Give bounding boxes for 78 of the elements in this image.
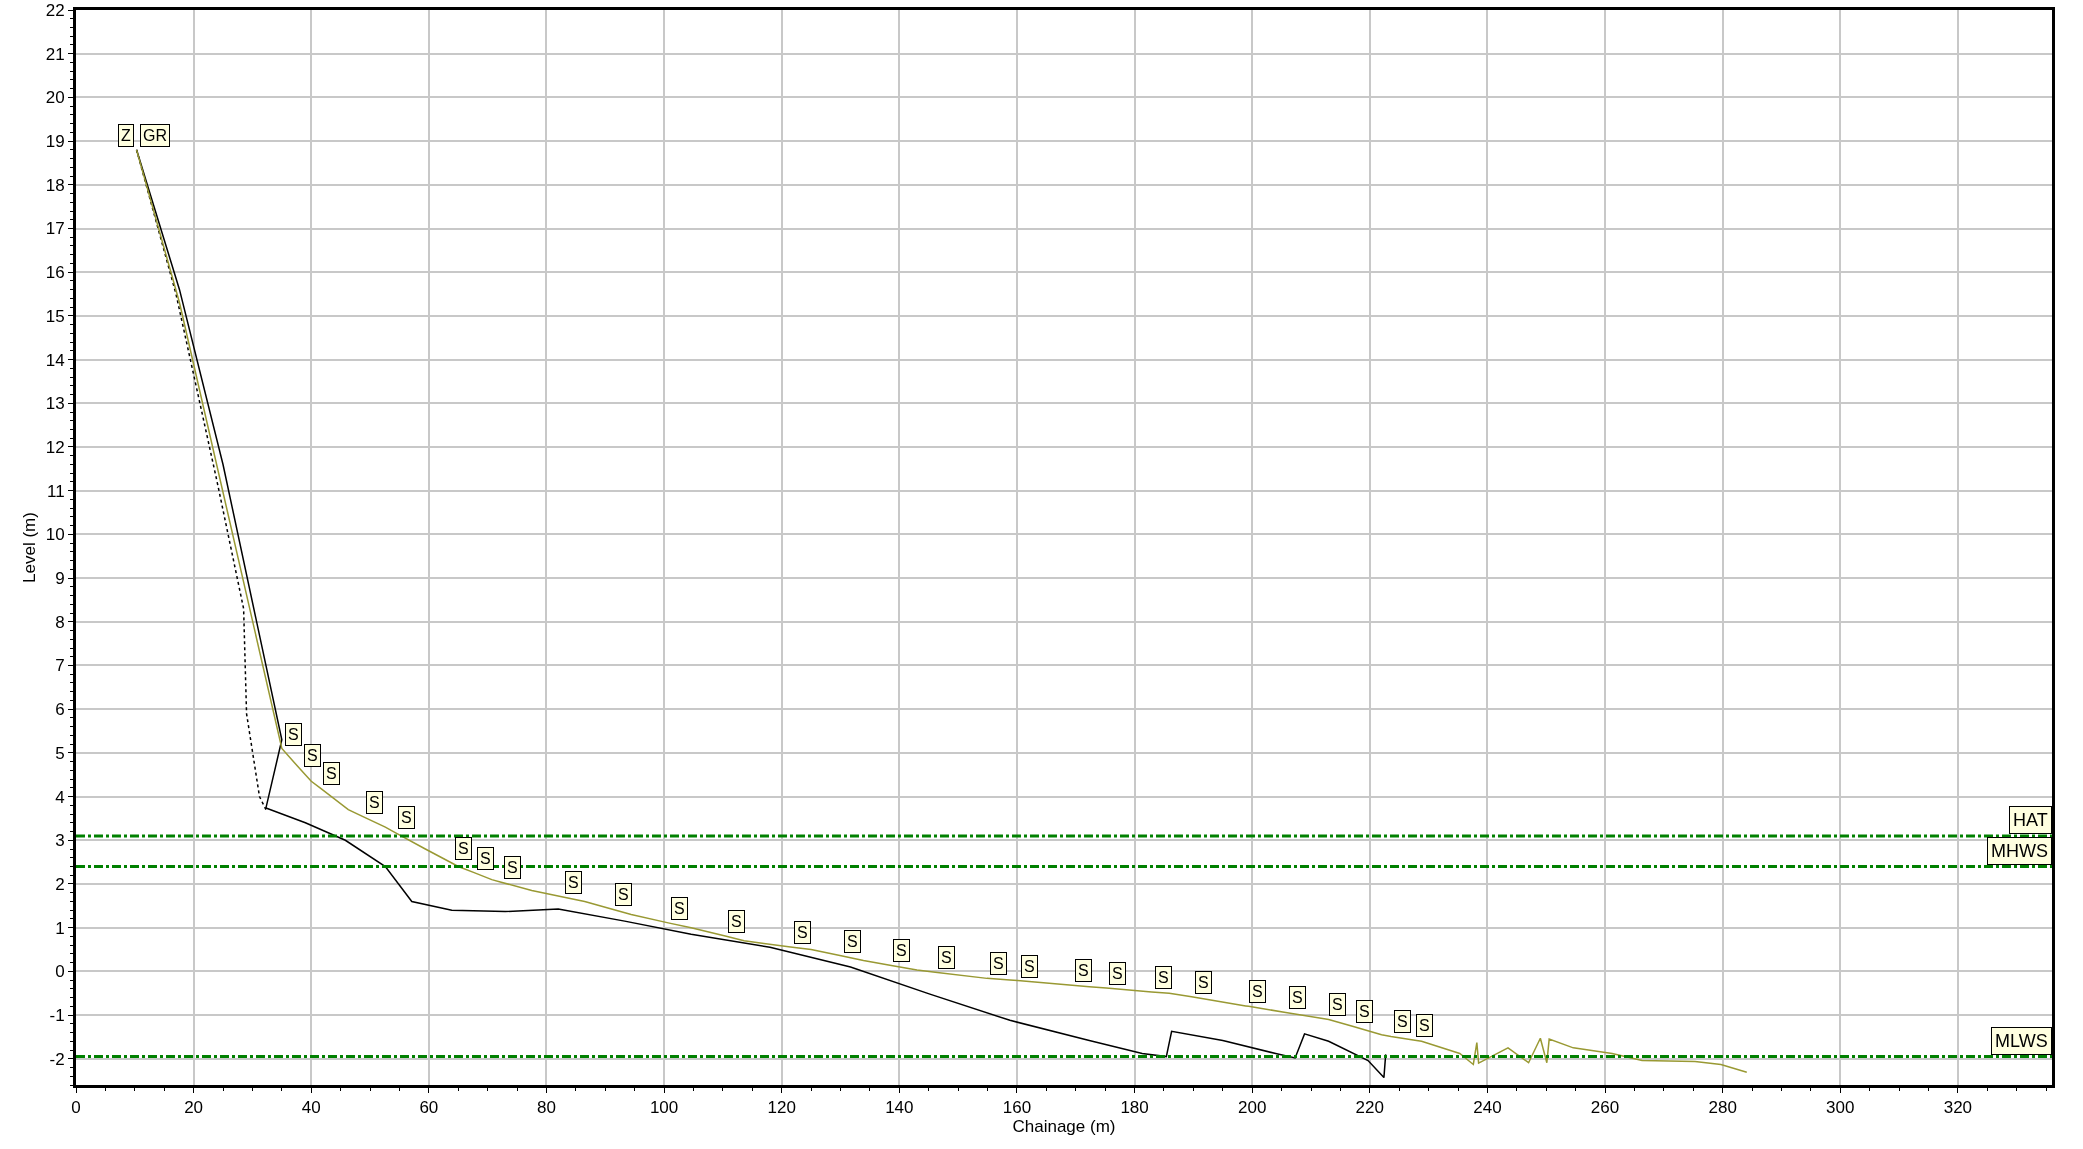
annotation: S: [369, 794, 380, 811]
y-tick-label: 21: [45, 44, 65, 64]
y-tick-label: 3: [55, 831, 65, 851]
annotation: S: [480, 850, 491, 867]
y-tick-label: 8: [55, 612, 65, 632]
x-tick-label: 80: [537, 1098, 556, 1118]
annotation: S: [896, 942, 907, 959]
y-tick-label: 4: [55, 787, 65, 807]
x-tick-label: 180: [1120, 1098, 1149, 1118]
y-tick-label: 9: [55, 569, 65, 589]
x-tick-label: 240: [1473, 1098, 1502, 1118]
annotation: S: [507, 859, 518, 876]
annotation: S: [568, 874, 579, 891]
y-tick-label: 18: [45, 175, 65, 195]
annotation: S: [1397, 1013, 1408, 1030]
line-series: [135, 149, 1748, 1074]
annotation: S: [307, 747, 318, 764]
x-axis-title: Chainage (m): [1012, 1117, 1116, 1137]
y-tick-label: 17: [45, 219, 65, 239]
y-tick-label: -1: [49, 1006, 65, 1026]
x-tick-label: 300: [1826, 1098, 1855, 1118]
y-tick-label: 2: [55, 874, 65, 894]
annotation: S: [993, 955, 1004, 972]
annotation: S: [847, 933, 858, 950]
x-tick-label: 20: [184, 1098, 204, 1118]
y-tick-label: 1: [55, 918, 65, 938]
y-tick-label: 12: [45, 437, 65, 457]
x-tick-label: 120: [767, 1098, 796, 1118]
annotation: S: [458, 840, 469, 857]
x-tick-label: 220: [1355, 1098, 1384, 1118]
annotation: S: [1292, 989, 1303, 1006]
y-tick-label: 19: [45, 132, 65, 152]
y-tick-label: 7: [55, 656, 65, 676]
y-tick-label: 11: [46, 481, 65, 501]
annotation: S: [941, 949, 952, 966]
ref-line-label: MHWS: [1991, 841, 2048, 861]
x-tick-label: 0: [71, 1098, 81, 1118]
ref-line-label: MLWS: [1995, 1031, 2048, 1051]
x-tick-label: 280: [1708, 1098, 1737, 1118]
y-tick-label: -2: [49, 1049, 65, 1069]
annotation: S: [1332, 996, 1343, 1013]
annotation: S: [731, 913, 742, 930]
x-tick-label: 40: [301, 1098, 321, 1118]
annotation: S: [674, 900, 685, 917]
y-tick-label: 16: [45, 263, 65, 283]
annotation: Z: [121, 127, 131, 144]
annotation: S: [1078, 962, 1089, 979]
x-tick-label: 320: [1943, 1098, 1973, 1118]
x-tick-label: 100: [649, 1098, 679, 1118]
annotation: S: [401, 809, 412, 826]
y-tick-label: 15: [45, 306, 65, 326]
annotation: S: [1198, 974, 1209, 991]
x-tick-label: 60: [419, 1098, 439, 1118]
annotation: S: [1112, 965, 1123, 982]
y-tick-label: 0: [55, 962, 65, 982]
x-tick-label: 200: [1238, 1098, 1267, 1118]
x-tick-label: 160: [1002, 1098, 1032, 1118]
y-tick-label: 6: [55, 700, 65, 720]
annotation: S: [1419, 1017, 1430, 1034]
y-tick-label: 22: [45, 0, 65, 20]
y-tick-label: 10: [45, 525, 65, 545]
y-axis-title: Level (m): [20, 512, 40, 583]
y-tick-label: 20: [45, 88, 65, 108]
annotation: S: [1359, 1003, 1370, 1020]
x-tick-label: 260: [1590, 1098, 1620, 1118]
annotation: S: [1158, 969, 1169, 986]
annotation: S: [618, 886, 629, 903]
y-tick-label: 14: [45, 350, 65, 370]
y-tick-label: 13: [45, 394, 65, 414]
annotation: S: [1252, 983, 1263, 1000]
annotation: GR: [143, 127, 167, 144]
x-tick-label: 140: [885, 1098, 914, 1118]
annotation: S: [797, 924, 808, 941]
ref-line-label: HAT: [2013, 810, 2048, 830]
annotation: S: [326, 765, 337, 782]
annotation: S: [288, 726, 299, 743]
y-tick-label: 5: [55, 743, 65, 763]
annotation: S: [1024, 958, 1035, 975]
